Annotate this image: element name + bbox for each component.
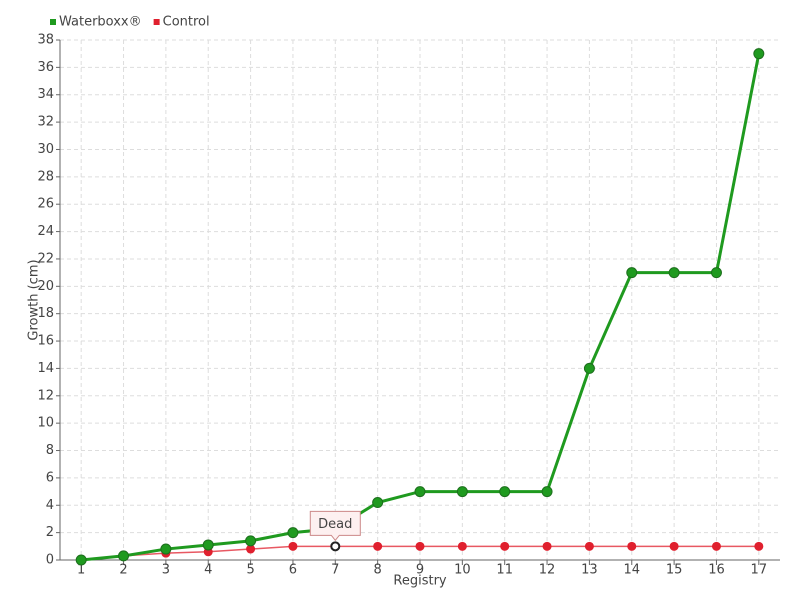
data-point xyxy=(668,267,680,279)
data-point xyxy=(372,497,384,509)
legend-label: Waterboxx® xyxy=(59,15,142,30)
data-point xyxy=(500,541,510,551)
annotation-text: Dead xyxy=(318,517,352,532)
y-tick-label: 38 xyxy=(37,33,54,48)
data-point xyxy=(330,541,341,552)
x-axis-label: Registry xyxy=(393,574,447,589)
data-point xyxy=(287,527,299,539)
data-point xyxy=(754,541,764,551)
y-tick-label: 10 xyxy=(37,416,54,431)
data-point xyxy=(245,535,257,547)
x-tick-label: 12 xyxy=(539,563,556,578)
data-point xyxy=(202,539,214,551)
legend-label: Control xyxy=(163,15,210,30)
x-tick-label: 7 xyxy=(331,563,339,578)
data-point xyxy=(373,541,383,551)
x-tick-label: 5 xyxy=(246,563,254,578)
y-tick-label: 24 xyxy=(37,224,54,239)
x-tick-label: 1 xyxy=(77,563,85,578)
x-tick-label: 14 xyxy=(623,563,640,578)
y-tick-label: 0 xyxy=(46,553,54,568)
legend-swatch xyxy=(153,19,160,25)
data-point xyxy=(288,541,298,551)
data-point xyxy=(75,554,87,566)
data-point xyxy=(584,541,594,551)
data-point xyxy=(583,362,595,374)
data-point xyxy=(753,48,765,60)
data-point xyxy=(160,543,172,555)
data-point xyxy=(414,486,426,498)
data-point xyxy=(541,486,553,498)
x-tick-label: 6 xyxy=(289,563,297,578)
y-tick-label: 4 xyxy=(46,498,54,513)
data-point xyxy=(669,541,679,551)
y-tick-label: 36 xyxy=(37,60,54,75)
y-tick-label: 2 xyxy=(46,525,54,540)
y-tick-label: 18 xyxy=(37,306,54,321)
legend-swatch xyxy=(50,19,56,25)
y-tick-label: 12 xyxy=(37,388,54,403)
y-tick-label: 20 xyxy=(37,279,54,294)
x-tick-label: 3 xyxy=(162,563,170,578)
x-tick-label: 10 xyxy=(454,563,471,578)
data-point xyxy=(542,541,552,551)
x-tick-label: 9 xyxy=(416,563,424,578)
y-axis-label: Growth (cm) xyxy=(27,259,42,340)
x-tick-label: 2 xyxy=(119,563,127,578)
x-tick-label: 4 xyxy=(204,563,212,578)
data-point xyxy=(626,267,638,279)
data-point xyxy=(457,541,467,551)
y-tick-label: 34 xyxy=(37,87,54,102)
data-point xyxy=(710,267,722,279)
y-tick-label: 22 xyxy=(37,251,54,266)
y-tick-label: 30 xyxy=(37,142,54,157)
data-point xyxy=(118,550,130,562)
x-tick-label: 16 xyxy=(708,563,725,578)
y-tick-label: 16 xyxy=(37,334,54,349)
data-point xyxy=(711,541,721,551)
data-point xyxy=(415,541,425,551)
data-point xyxy=(627,541,637,551)
x-tick-label: 11 xyxy=(496,563,513,578)
y-tick-label: 32 xyxy=(37,115,54,130)
y-tick-label: 28 xyxy=(37,169,54,184)
y-tick-label: 6 xyxy=(46,470,54,485)
y-tick-label: 14 xyxy=(37,361,54,376)
annotation-box xyxy=(309,510,361,542)
x-tick-label: 13 xyxy=(581,563,598,578)
y-tick-label: 8 xyxy=(46,443,54,458)
data-point xyxy=(456,486,468,498)
x-tick-label: 15 xyxy=(666,563,683,578)
x-tick-label: 8 xyxy=(374,563,382,578)
y-tick-label: 26 xyxy=(37,197,54,212)
data-point xyxy=(499,486,511,498)
x-tick-label: 17 xyxy=(751,563,768,578)
